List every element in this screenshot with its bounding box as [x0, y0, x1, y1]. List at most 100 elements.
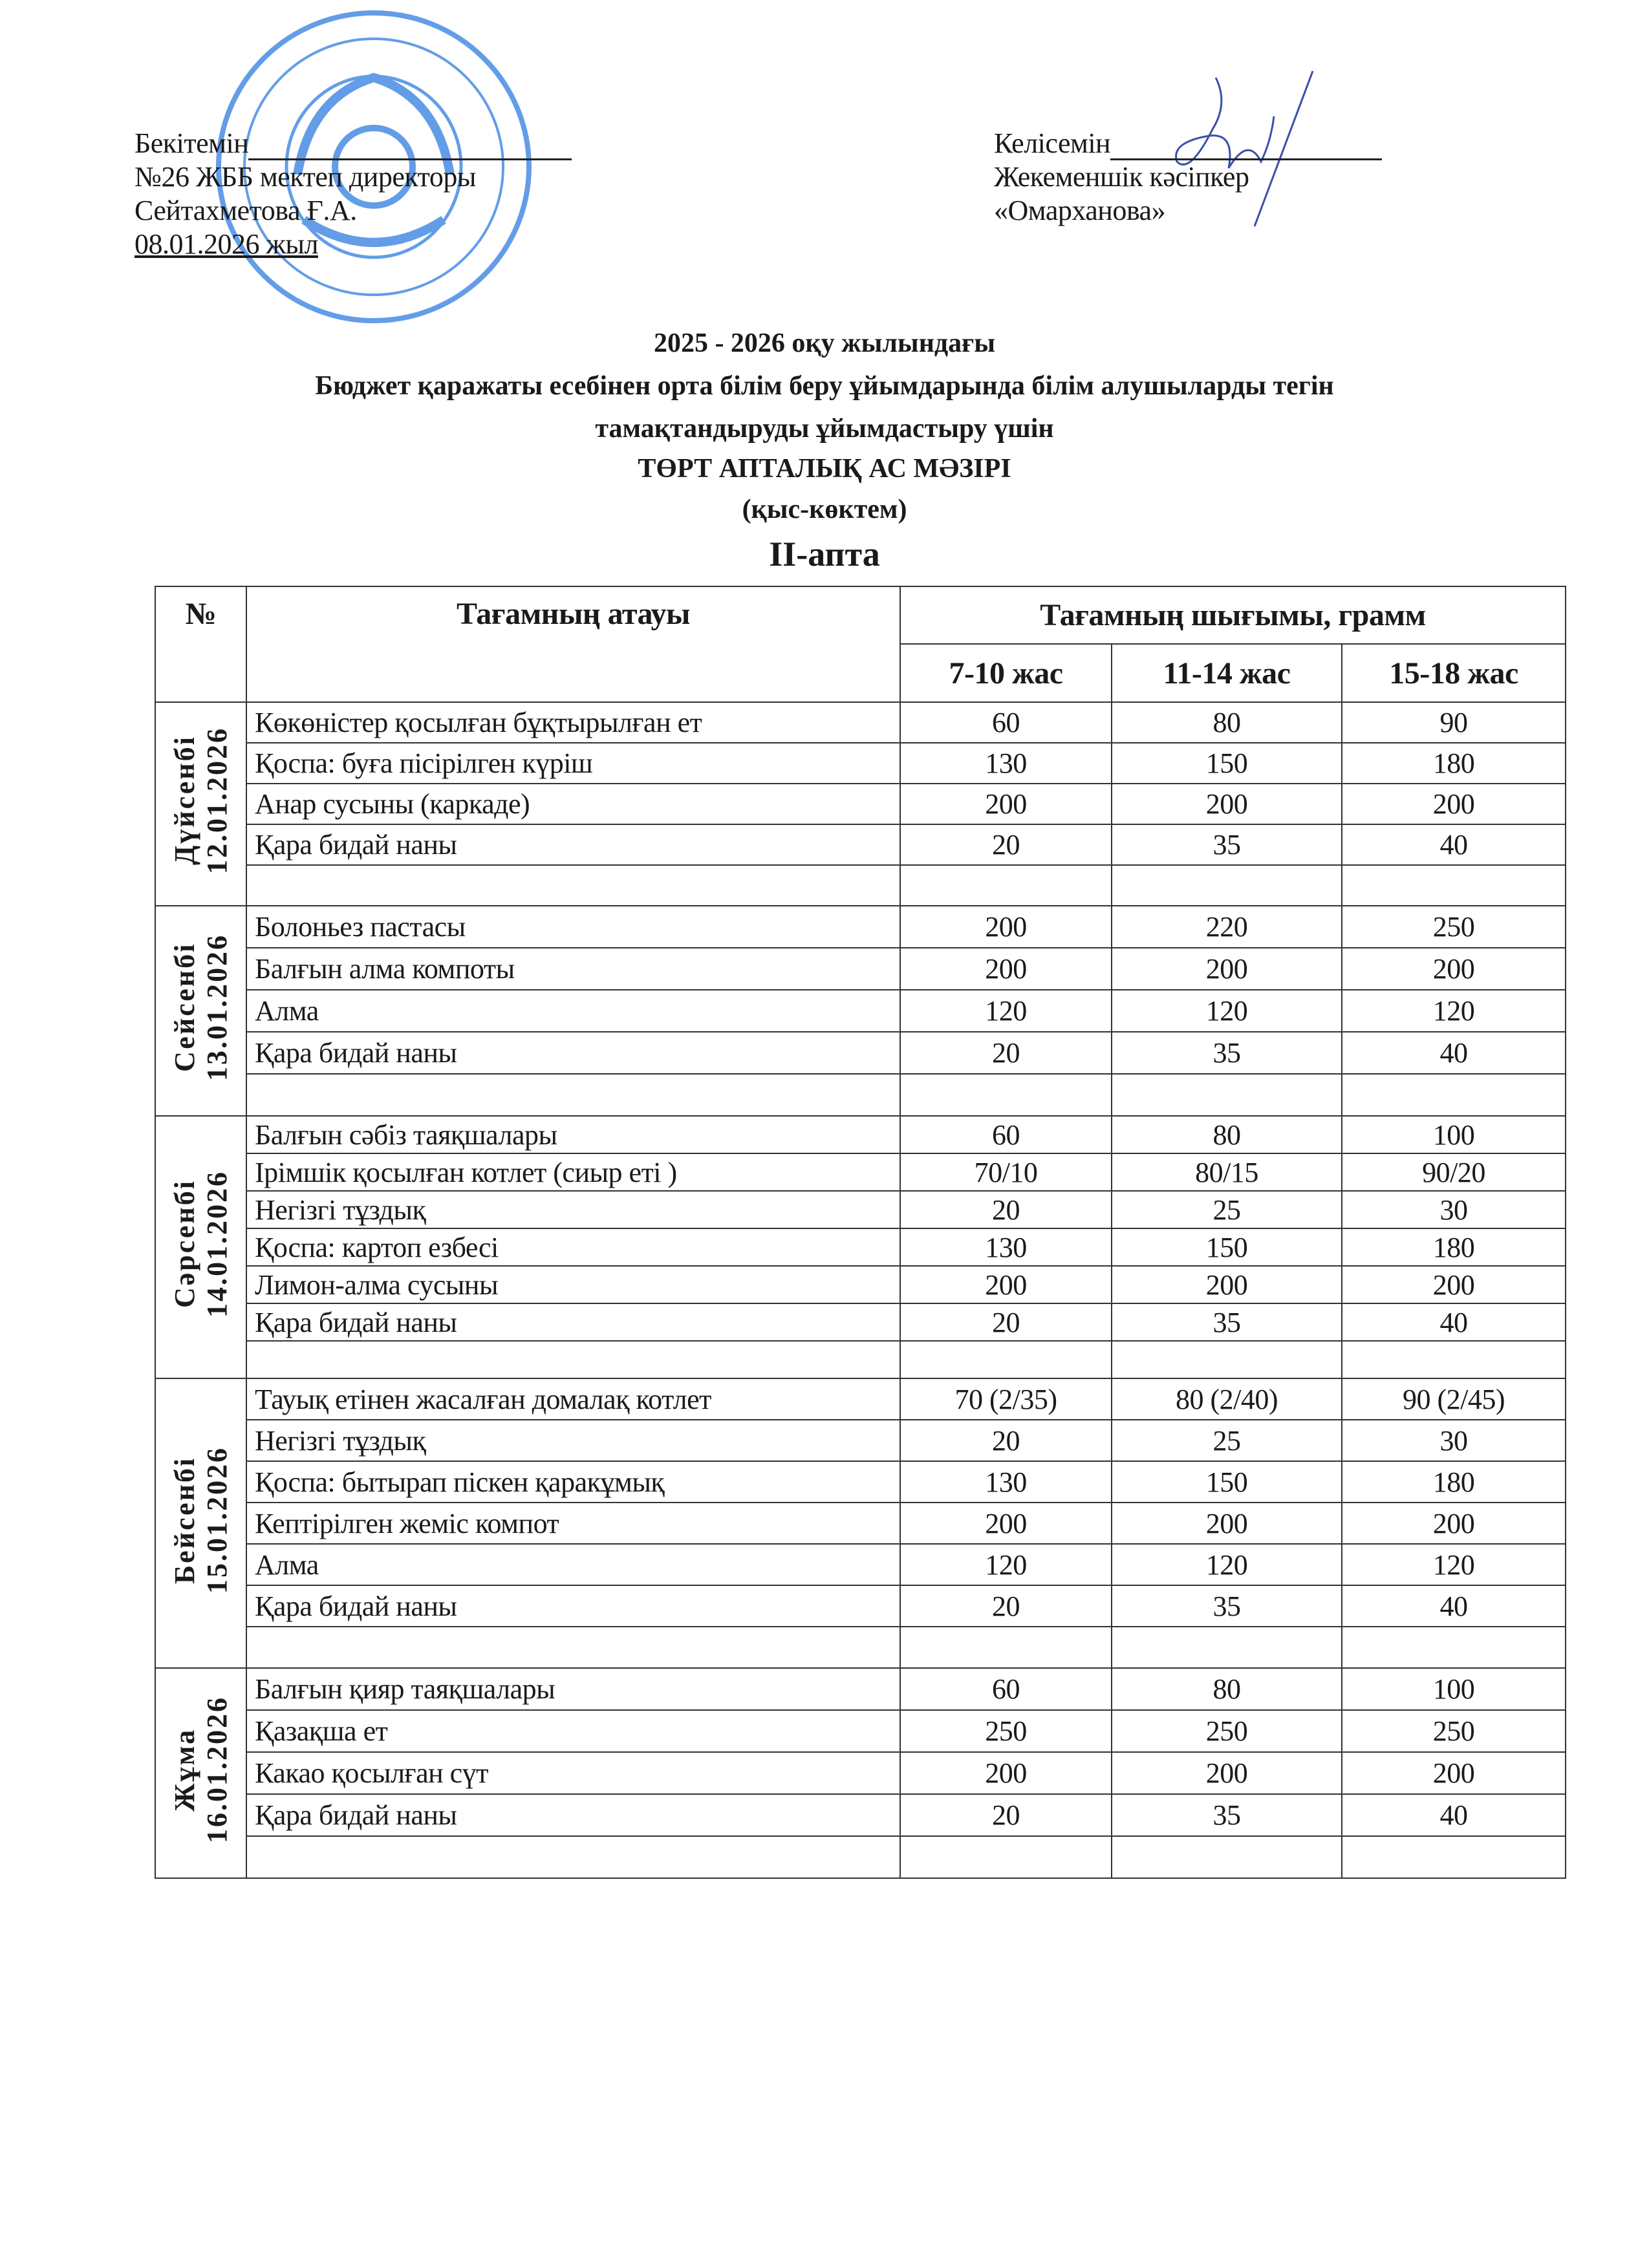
portion-age-7-10: 120 [900, 989, 1112, 1032]
dish-name: Қоспа: бытырап піскен қаракұмық [246, 1460, 901, 1503]
portion-age-15-18: 200 [1341, 1502, 1567, 1545]
portion-age-11-14: 200 [1111, 947, 1342, 990]
dish-name [246, 864, 901, 906]
portion-age-11-14 [1111, 864, 1342, 906]
header-name: Тағамның атауы [246, 586, 901, 703]
day-date: 16.01.2026 [200, 1696, 233, 1843]
dish-name: Кептірілген жеміс компот [246, 1502, 901, 1545]
day-cell: Сейсенбі 13.01.2026 [155, 905, 247, 1117]
portion-age-7-10: 200 [900, 947, 1112, 990]
school-stamp [216, 10, 532, 323]
portion-age-11-14 [1111, 1340, 1342, 1379]
agree-name: «Омарханова» [994, 195, 1166, 226]
dish-name: Алма [246, 989, 901, 1032]
dish-name: Балғын қияр таяқшалары [246, 1667, 901, 1711]
day-cell: Жұма 16.01.2026 [155, 1667, 247, 1879]
portion-age-7-10: 200 [900, 905, 1112, 948]
dish-name [246, 1340, 901, 1379]
portion-age-11-14: 80 [1111, 1667, 1342, 1711]
table-row: Қазақша ет 250 250 250 [155, 1709, 1567, 1753]
dish-name: Какао қосылған сүт [246, 1751, 901, 1795]
table-row: Қара бидай наны 20 35 40 [155, 1585, 1567, 1627]
portion-age-15-18: 180 [1341, 742, 1567, 784]
portion-age-11-14: 150 [1111, 1228, 1342, 1267]
portion-age-11-14: 220 [1111, 905, 1342, 948]
portion-age-7-10: 200 [900, 1502, 1112, 1545]
portion-age-11-14 [1111, 1835, 1342, 1879]
portion-age-15-18: 40 [1341, 1793, 1567, 1837]
portion-age-15-18: 200 [1341, 783, 1567, 825]
portion-age-15-18: 250 [1341, 1709, 1567, 1753]
portion-age-7-10: 130 [900, 1228, 1112, 1267]
dish-name: Қазақша ет [246, 1709, 901, 1753]
approve-signature-line [248, 130, 572, 160]
portion-age-7-10: 120 [900, 1543, 1112, 1586]
table-row: Сәрсенбі 14.01.2026 Балғын сәбіз таяқшалар… [155, 1115, 1567, 1379]
portion-age-15-18: 180 [1341, 1460, 1567, 1503]
table-row: Қоспа: бытырап піскен қаракұмық 130 150 180 [155, 1460, 1567, 1503]
table-row [155, 864, 1567, 906]
portion-age-7-10: 20 [900, 1190, 1112, 1229]
portion-age-15-18: 90 (2/45) [1341, 1378, 1567, 1420]
portion-age-11-14: 150 [1111, 1460, 1342, 1503]
header-age-11-14: 11-14 жас [1111, 643, 1342, 703]
portion-age-15-18 [1341, 1626, 1567, 1669]
dish-name: Қара бидай наны [246, 1031, 901, 1075]
portion-age-15-18: 180 [1341, 1228, 1567, 1267]
table-row: Жұма 16.01.2026 Балғын қияр таяқшалары 60 80… [155, 1667, 1567, 1879]
portion-age-11-14: 25 [1111, 1419, 1342, 1462]
day-label: Дүйсенбі 12.01.2026 [169, 727, 233, 874]
approve-date: 08.01.2026 жыл [135, 228, 318, 260]
portion-age-15-18: 200 [1341, 1751, 1567, 1795]
day-label: Сәрсенбі 14.01.2026 [169, 1170, 233, 1318]
day-cell: Бейсенбі 15.01.2026 [155, 1378, 247, 1669]
portion-age-11-14: 250 [1111, 1709, 1342, 1753]
dish-name: Қара бидай наны [246, 824, 901, 866]
portion-age-7-10: 130 [900, 742, 1112, 784]
agree-label: Келісемін [994, 127, 1111, 159]
approve-position: №26 ЖББ мектеп директоры [135, 161, 476, 193]
portion-age-15-18: 40 [1341, 1585, 1567, 1627]
portion-age-11-14: 200 [1111, 1751, 1342, 1795]
menu-table: № Тағамның атауы Тағамның шығымы, грамм … [155, 586, 1567, 1879]
day-date: 15.01.2026 [200, 1446, 233, 1594]
table-row: Негізгі тұздық 20 25 30 [155, 1419, 1567, 1462]
dish-name: Негізгі тұздық [246, 1419, 901, 1462]
portion-age-15-18: 90/20 [1341, 1153, 1567, 1192]
portion-age-7-10 [900, 1626, 1112, 1669]
table-row: Какао қосылған сүт 200 200 200 [155, 1751, 1567, 1795]
title-line-4: ТӨРТ АПТАЛЫҚ АС МӘЗІРІ [638, 454, 1011, 484]
portion-age-11-14: 80 (2/40) [1111, 1378, 1342, 1420]
table-row: Қара бидай наны 20 35 40 [155, 1303, 1567, 1342]
portion-age-11-14: 35 [1111, 1031, 1342, 1075]
portion-age-11-14: 120 [1111, 989, 1342, 1032]
day-cell: Сәрсенбі 14.01.2026 [155, 1115, 247, 1379]
portion-age-15-18: 30 [1341, 1419, 1567, 1462]
portion-age-7-10: 250 [900, 1709, 1112, 1753]
header-age-7-10: 7-10 жас [900, 643, 1112, 703]
portion-age-11-14: 25 [1111, 1190, 1342, 1229]
title-line-5: (қыс-көктем) [742, 495, 907, 524]
portion-age-7-10: 60 [900, 1667, 1112, 1711]
portion-age-11-14: 150 [1111, 742, 1342, 784]
table-row: Ірімшік қосылған котлет (сиыр еті ) 70/10… [155, 1153, 1567, 1192]
portion-age-11-14: 35 [1111, 1585, 1342, 1627]
signature [1175, 70, 1314, 227]
portion-age-11-14: 35 [1111, 1303, 1342, 1342]
dish-name [246, 1073, 901, 1117]
portion-age-15-18 [1341, 1835, 1567, 1879]
portion-age-15-18: 200 [1341, 1265, 1567, 1304]
title-line-3: тамақтандыруды ұйымдастыру үшін [595, 414, 1054, 444]
agree-block: Келісемін Жекеменшік кәсіпкер «Омарханов… [994, 127, 1383, 228]
day-name: Жұма [168, 1728, 200, 1812]
portion-age-7-10: 200 [900, 1265, 1112, 1304]
table-row [155, 1626, 1567, 1669]
portion-age-11-14: 80 [1111, 701, 1342, 744]
dish-name: Ірімшік қосылған котлет (сиыр еті ) [246, 1153, 901, 1192]
approve-name: Сейтахметова Ғ.А. [135, 195, 357, 226]
portion-age-15-18: 90 [1341, 701, 1567, 744]
day-label: Бейсенбі 15.01.2026 [169, 1446, 233, 1594]
portion-age-15-18: 40 [1341, 1303, 1567, 1342]
day-cell: Дүйсенбі 12.01.2026 [155, 701, 247, 906]
portion-age-15-18: 200 [1341, 947, 1567, 990]
